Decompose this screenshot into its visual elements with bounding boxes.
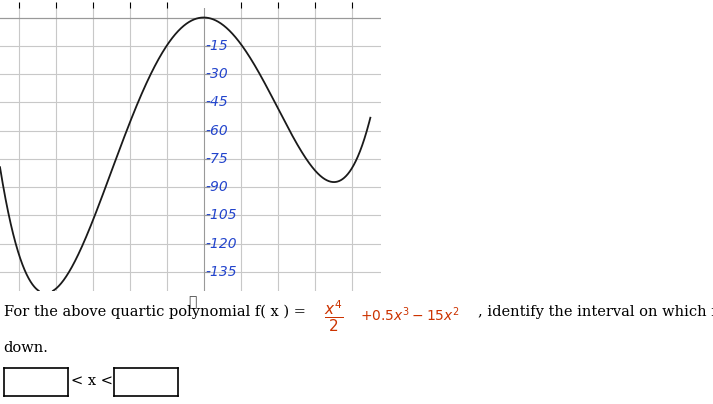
Text: -60: -60 [205,124,228,138]
Text: , identify the interval on which f is concave: , identify the interval on which f is co… [478,305,713,319]
Text: $+ 0.5x^3 - 15x^2$: $+ 0.5x^3 - 15x^2$ [360,305,460,324]
Text: -45: -45 [205,95,228,109]
Text: -30: -30 [205,67,228,81]
Text: -120: -120 [205,237,237,251]
Text: ⌕: ⌕ [188,295,197,309]
Text: For the above quartic polynomial f( x ) =: For the above quartic polynomial f( x ) … [4,305,310,320]
Text: $\dfrac{x^4}{2}$: $\dfrac{x^4}{2}$ [324,299,344,335]
Text: -90: -90 [205,180,228,194]
Text: -135: -135 [205,265,237,279]
Text: -105: -105 [205,208,237,223]
Text: down.: down. [4,341,48,356]
Text: < x <: < x < [71,374,113,387]
Text: -15: -15 [205,39,228,53]
Text: -75: -75 [205,152,228,166]
